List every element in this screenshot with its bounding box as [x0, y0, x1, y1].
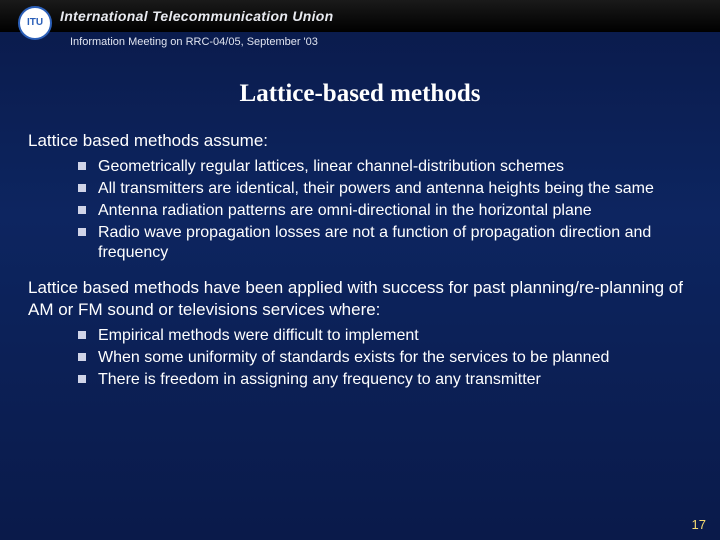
logo-text: ITU — [27, 18, 43, 28]
header-subline: Information Meeting on RRC-04/05, Septem… — [70, 36, 318, 48]
banner-title: International Telecommunication Union — [60, 8, 334, 24]
page-number: 17 — [692, 517, 706, 532]
list-item: All transmitters are identical, their po… — [78, 179, 692, 199]
itu-logo-icon: ITU — [18, 6, 52, 40]
list-item: Geometrically regular lattices, linear c… — [78, 157, 692, 177]
list-item: Antenna radiation patterns are omni-dire… — [78, 201, 692, 221]
slide-title: Lattice-based methods — [0, 80, 720, 108]
list-item: When some uniformity of standards exists… — [78, 348, 692, 368]
section2-bullets: Empirical methods were difficult to impl… — [78, 326, 692, 390]
list-item: There is freedom in assigning any freque… — [78, 370, 692, 390]
section2-para: Lattice based methods have been applied … — [28, 277, 692, 320]
slide-content: Lattice based methods assume: Geometrica… — [28, 130, 692, 404]
slide: International Telecommunication Union IT… — [0, 0, 720, 540]
section1-bullets: Geometrically regular lattices, linear c… — [78, 157, 692, 263]
list-item: Radio wave propagation losses are not a … — [78, 223, 692, 263]
list-item: Empirical methods were difficult to impl… — [78, 326, 692, 346]
section1-para: Lattice based methods assume: — [28, 130, 692, 151]
header-banner: International Telecommunication Union — [0, 0, 720, 32]
